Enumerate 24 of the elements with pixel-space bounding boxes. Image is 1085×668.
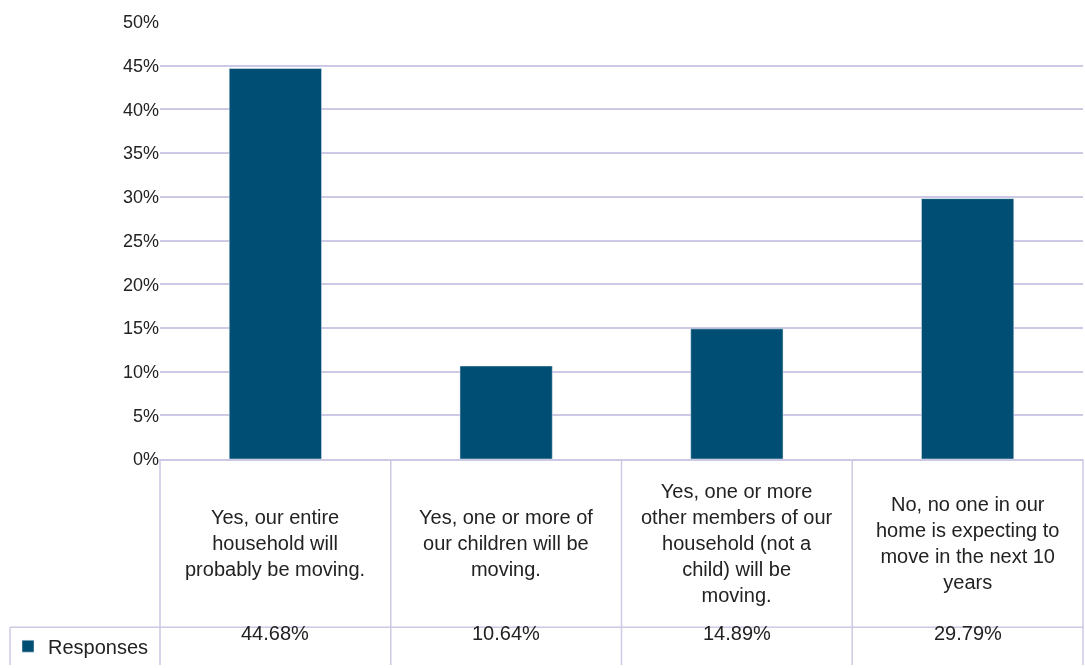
y-tick-label: 30% bbox=[122, 187, 159, 208]
x-tick-label: Yes, one or more of our children will be moving. bbox=[419, 506, 594, 580]
y-tick-label: 10% bbox=[122, 361, 159, 382]
data-label: 10.64% bbox=[472, 622, 541, 644]
y-tick-label: 5% bbox=[132, 405, 159, 426]
y-tick-label: 20% bbox=[122, 274, 159, 295]
x-tick-label: Yes, one or more other members of our household (not a child) will be moving. bbox=[641, 480, 833, 606]
data-label: 29.79% bbox=[934, 622, 1003, 644]
y-tick-label: 15% bbox=[122, 318, 159, 339]
y-tick-label: 45% bbox=[122, 56, 159, 76]
bar bbox=[459, 365, 553, 459]
bar bbox=[921, 198, 1015, 459]
x-tick-label: Yes, our entire household will probably be moving. bbox=[185, 506, 366, 580]
y-tick-label: 35% bbox=[122, 143, 159, 164]
y-tick-label: 50% bbox=[122, 12, 159, 33]
bar bbox=[690, 328, 784, 459]
data-label: 14.89% bbox=[703, 622, 772, 644]
y-tick-label: 25% bbox=[122, 230, 159, 251]
y-tick-label: 0% bbox=[132, 449, 159, 470]
x-tick-label: No, no one in our home is expecting to move in the next 10 years bbox=[876, 493, 1060, 593]
y-tick-label: 40% bbox=[122, 99, 159, 120]
bar bbox=[228, 68, 322, 459]
legend-label: Responses bbox=[48, 635, 149, 658]
data-label: 44.68% bbox=[241, 622, 310, 644]
